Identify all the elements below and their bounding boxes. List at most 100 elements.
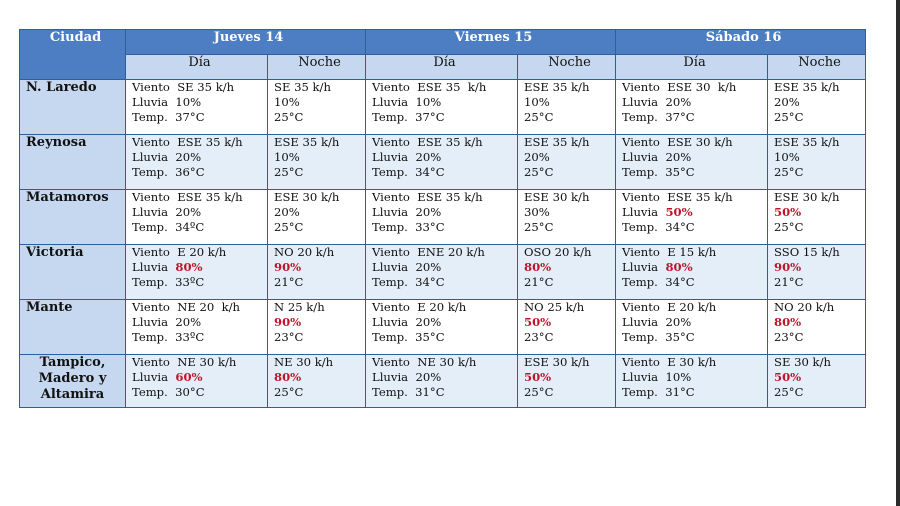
wind-text: Viento NE 30 k/h bbox=[132, 355, 237, 370]
city-name: Reynosa bbox=[19, 134, 126, 190]
rain-line: Lluvia 20% bbox=[372, 370, 517, 385]
day-forecast-cell: Viento E 20 k/h Lluvia 20% Temp. 35°C bbox=[615, 299, 769, 355]
day-forecast-cell: Viento ESE 35 k/h Lluvia 50% Temp. 34°C bbox=[615, 189, 769, 245]
temperature-text: Temp. 33ºC bbox=[132, 330, 205, 344]
night-forecast-cell: OSO 20 k/h 80% 21°C bbox=[517, 244, 617, 300]
temperature-text: 25°C bbox=[524, 220, 554, 234]
wind-text: Viento ESE 35 k/h bbox=[372, 80, 487, 95]
rain-chance-value: 20% bbox=[415, 370, 442, 384]
rain-chance-value: 10% bbox=[175, 95, 202, 109]
wind-text: Viento ESE 35 k/h bbox=[622, 190, 733, 205]
temperature-text: Temp. 35°C bbox=[372, 330, 445, 344]
rain-chance-value: 50% bbox=[524, 315, 552, 329]
day-forecast-cell: Viento ESE 35 k/h Lluvia 20% Temp. 36°C bbox=[125, 134, 268, 190]
rain-chance-value: 10% bbox=[524, 95, 550, 109]
day-forecast-cell: Viento ESE 30 k/h Lluvia 20% Temp. 35°C bbox=[615, 134, 769, 190]
rain-line: Lluvia 20% bbox=[622, 315, 767, 330]
rain-label: Lluvia bbox=[132, 205, 176, 219]
day-forecast-cell: Viento NE 20 k/h Lluvia 20% Temp. 33ºC bbox=[125, 299, 268, 355]
wind-text: Viento ESE 35 k/h bbox=[132, 190, 243, 205]
night-forecast-cell: NO 25 k/h 50% 23°C bbox=[517, 299, 617, 355]
rain-line: 20% bbox=[524, 150, 615, 165]
rain-chance-value: 80% bbox=[524, 260, 552, 274]
temperature-text: Temp. 33°C bbox=[372, 220, 445, 234]
temperature-text: Temp. 30°C bbox=[132, 385, 205, 399]
rain-chance-value: 20% bbox=[175, 150, 202, 164]
rain-chance-value: 80% bbox=[665, 260, 693, 274]
rain-chance-value: 30% bbox=[524, 205, 550, 219]
day-forecast-cell: Viento ESE 35 k/h Lluvia 10% Temp. 37°C bbox=[365, 79, 519, 135]
rain-line: 90% bbox=[274, 315, 365, 330]
rain-chance-value: 10% bbox=[274, 150, 300, 164]
temperature-text: 25°C bbox=[774, 110, 804, 124]
day-header-row: Ciudad Jueves 14 Viernes 15 Sábado 16 bbox=[19, 29, 867, 80]
temperature-text: Temp. 34°C bbox=[372, 275, 445, 289]
wind-text: SE 35 k/h bbox=[274, 80, 331, 95]
wind-text: Viento ESE 35 k/h bbox=[132, 135, 243, 150]
rain-label: Lluvia bbox=[372, 95, 416, 109]
rain-chance-value: 10% bbox=[274, 95, 300, 109]
day-forecast-cell: Viento ESE 30 k/h Lluvia 20% Temp. 37°C bbox=[615, 79, 769, 135]
city-name: Tampico, Madero y Altamira bbox=[19, 354, 126, 408]
rain-chance-value: 20% bbox=[774, 95, 800, 109]
temperature-text: Temp. 37°C bbox=[372, 110, 445, 124]
night-forecast-cell: ESE 35 k/h 10% 25°C bbox=[767, 134, 867, 190]
temperature-text: 25°C bbox=[524, 165, 554, 179]
wind-text: ESE 30 k/h bbox=[524, 355, 590, 370]
night-forecast-cell: NO 20 k/h 80% 23°C bbox=[767, 299, 867, 355]
rain-line: 20% bbox=[274, 205, 365, 220]
rain-line: Lluvia 20% bbox=[372, 150, 517, 165]
rain-line: Lluvia 60% bbox=[132, 370, 267, 385]
rain-chance-value: 20% bbox=[175, 205, 202, 219]
rain-chance-value: 10% bbox=[774, 150, 800, 164]
rain-chance-value: 90% bbox=[774, 260, 802, 274]
day-forecast-cell: Viento ESE 35 k/h Lluvia 20% Temp. 34°C bbox=[365, 134, 519, 190]
wind-text: ESE 35 k/h bbox=[274, 135, 340, 150]
rain-line: Lluvia 10% bbox=[372, 95, 517, 110]
rain-chance-value: 20% bbox=[415, 260, 442, 274]
rain-line: 90% bbox=[774, 260, 865, 275]
temperature-text: Temp. 35°C bbox=[622, 165, 695, 179]
day-forecast-cell: Viento ESE 35 k/h Lluvia 20% Temp. 33°C bbox=[365, 189, 519, 245]
day-header-thursday: Jueves 14 bbox=[124, 29, 367, 55]
forecast-table: Ciudad Jueves 14 Viernes 15 Sábado 16 Dí… bbox=[19, 29, 867, 408]
day-forecast-cell: Viento NE 30 k/h Lluvia 20% Temp. 31°C bbox=[365, 354, 519, 408]
wind-text: N 25 k/h bbox=[274, 300, 325, 315]
day-header-saturday: Sábado 16 bbox=[615, 29, 867, 55]
rain-label: Lluvia bbox=[132, 260, 176, 274]
rain-chance-value: 90% bbox=[274, 315, 302, 329]
wind-text: Viento ESE 30 k/h bbox=[622, 80, 737, 95]
forecast-body: N. Laredo Viento SE 35 k/h Lluvia 10% Temp.… bbox=[19, 79, 867, 408]
temperature-text: 25°C bbox=[524, 385, 554, 399]
temperature-text: Temp. 34°C bbox=[622, 275, 695, 289]
wind-text: NE 30 k/h bbox=[274, 355, 334, 370]
rain-chance-value: 10% bbox=[665, 370, 692, 384]
period-header-day: Día bbox=[125, 54, 268, 80]
wind-text: ESE 35 k/h bbox=[524, 80, 590, 95]
rain-line: Lluvia 50% bbox=[622, 205, 767, 220]
city-name: Victoria bbox=[19, 244, 126, 300]
rain-line: 10% bbox=[274, 150, 365, 165]
rain-chance-value: 20% bbox=[415, 205, 442, 219]
temperature-text: 25°C bbox=[274, 385, 304, 399]
day-forecast-cell: Viento SE 35 k/h Lluvia 10% Temp. 37°C bbox=[125, 79, 268, 135]
wind-text: ESE 35 k/h bbox=[774, 80, 840, 95]
night-forecast-cell: NO 20 k/h 90% 21°C bbox=[266, 244, 367, 300]
temperature-text: Temp. 34ºC bbox=[132, 220, 205, 234]
city-name: N. Laredo bbox=[19, 79, 126, 135]
wind-text: Viento ESE 30 k/h bbox=[622, 135, 733, 150]
city-name-line: Altamira bbox=[40, 387, 105, 402]
rain-chance-value: 20% bbox=[665, 315, 692, 329]
wind-text: Viento SE 35 k/h bbox=[132, 80, 235, 95]
rain-label: Lluvia bbox=[622, 150, 666, 164]
rain-line: Lluvia 20% bbox=[622, 150, 767, 165]
rain-line: Lluvia 80% bbox=[622, 260, 767, 275]
night-forecast-cell: N 25 k/h 90% 23°C bbox=[266, 299, 367, 355]
temperature-text: Temp. 35°C bbox=[622, 330, 695, 344]
rain-line: 50% bbox=[524, 370, 615, 385]
rain-chance-value: 20% bbox=[415, 315, 442, 329]
wind-text: ESE 35 k/h bbox=[774, 135, 840, 150]
rain-line: Lluvia 10% bbox=[132, 95, 267, 110]
period-header-day: Día bbox=[365, 54, 519, 80]
day-forecast-cell: Viento E 20 k/h Lluvia 80% Temp. 33ºC bbox=[125, 244, 268, 300]
